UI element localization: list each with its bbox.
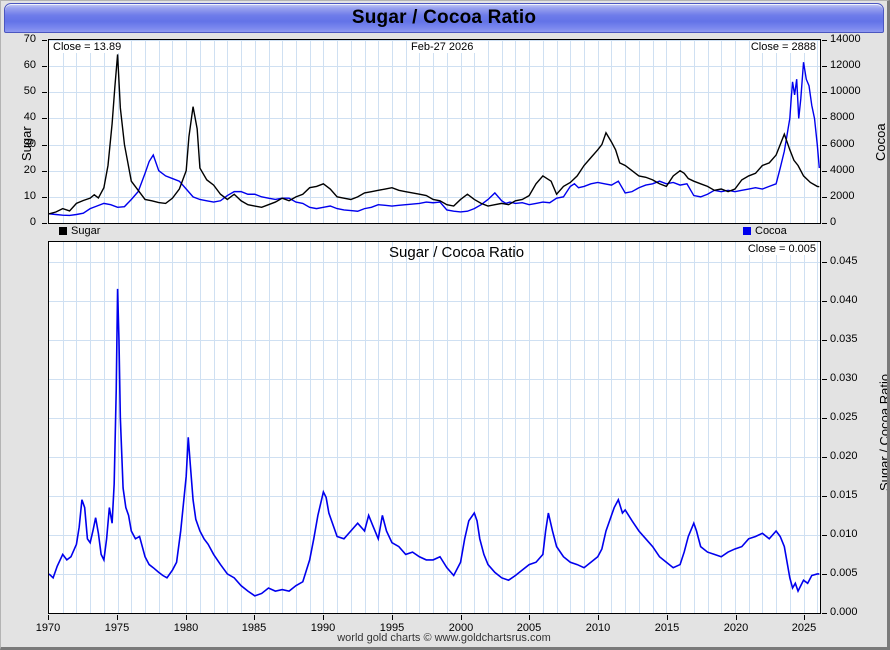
bottom-chart-svg <box>49 242 820 613</box>
top-left-tick-mark <box>42 118 47 119</box>
bottom-x-tick-label: 2000 <box>446 622 476 634</box>
top-right-tick-mark <box>822 66 827 67</box>
legend-cocoa-label: Cocoa <box>755 225 787 237</box>
bottom-x-tick-label: 2020 <box>721 622 751 634</box>
top-left-tick-mark <box>42 92 47 93</box>
top-date-label: Feb-27 2026 <box>409 41 475 53</box>
bottom-right-tick-label: 0.010 <box>830 528 858 540</box>
top-left-tick-mark <box>42 223 47 224</box>
top-left-tick-label: 40 <box>24 111 36 123</box>
top-right-tick-label: 4000 <box>830 164 854 176</box>
bottom-right-tick-mark <box>822 379 827 380</box>
legend-cocoa-swatch <box>743 227 751 235</box>
bottom-right-tick-label: 0.005 <box>830 567 858 579</box>
bottom-x-tick-mark <box>529 615 530 620</box>
top-right-tick-label: 6000 <box>830 138 854 150</box>
bottom-right-tick-mark <box>822 574 827 575</box>
bottom-x-tick-mark <box>323 615 324 620</box>
bottom-right-tick-mark <box>822 613 827 614</box>
top-right-tick-label: 14000 <box>830 33 861 45</box>
top-right-tick-label: 2000 <box>830 190 854 202</box>
bottom-x-tick-label: 1980 <box>171 622 201 634</box>
bottom-x-tick-mark <box>254 615 255 620</box>
top-right-tick-mark <box>822 40 827 41</box>
bottom-chart-plot[interactable]: Sugar / Cocoa Ratio Close = 0.005 <box>48 241 821 614</box>
bottom-x-tick-mark <box>598 615 599 620</box>
legend-sugar-label: Sugar <box>71 225 100 237</box>
top-left-tick-label: 70 <box>24 33 36 45</box>
bottom-x-tick-mark <box>117 615 118 620</box>
bottom-x-tick-label: 2015 <box>652 622 682 634</box>
top-left-tick-label: 10 <box>24 190 36 202</box>
top-right-tick-mark <box>822 223 827 224</box>
top-left-tick-mark <box>42 197 47 198</box>
top-right-tick-label: 10000 <box>830 85 861 97</box>
bottom-right-tick-label: 0.035 <box>830 333 858 345</box>
footer-credit: world gold charts © www.goldchartsrus.co… <box>1 632 887 644</box>
bottom-right-axis-title: Sugar / Cocoa Ratio <box>877 374 890 491</box>
bottom-right-tick-mark <box>822 535 827 536</box>
top-right-tick-label: 8000 <box>830 111 854 123</box>
legend-sugar-swatch <box>59 227 67 235</box>
bottom-x-tick-label: 1995 <box>377 622 407 634</box>
bottom-x-tick-mark <box>461 615 462 620</box>
window-title: Sugar / Cocoa Ratio <box>5 7 883 29</box>
bottom-right-tick-label: 0.040 <box>830 294 858 306</box>
top-right-tick-mark <box>822 118 827 119</box>
top-right-tick-label: 0 <box>830 216 836 228</box>
bottom-x-tick-mark <box>186 615 187 620</box>
bottom-x-tick-label: 1985 <box>239 622 269 634</box>
bottom-right-tick-label: 0.045 <box>830 255 858 267</box>
bottom-x-tick-label: 2025 <box>789 622 819 634</box>
bottom-right-tick-mark <box>822 457 827 458</box>
bottom-x-tick-mark <box>736 615 737 620</box>
top-right-tick-mark <box>822 145 827 146</box>
bottom-right-tick-mark <box>822 418 827 419</box>
bottom-right-tick-label: 0.020 <box>830 450 858 462</box>
top-left-tick-label: 60 <box>24 59 36 71</box>
top-right-tick-label: 12000 <box>830 59 861 71</box>
top-chart-plot[interactable]: Close = 13.89 Close = 2888 Feb-27 2026 <box>48 39 821 224</box>
top-right-tick-mark <box>822 171 827 172</box>
bottom-right-tick-mark <box>822 340 827 341</box>
bottom-x-tick-mark <box>667 615 668 620</box>
top-left-tick-label: 30 <box>24 138 36 150</box>
bottom-x-tick-mark <box>392 615 393 620</box>
bottom-right-tick-label: 0.025 <box>830 411 858 423</box>
bottom-right-tick-mark <box>822 496 827 497</box>
bottom-x-tick-label: 2005 <box>514 622 544 634</box>
bottom-x-tick-label: 1970 <box>33 622 63 634</box>
bottom-right-tick-label: 0.000 <box>830 606 858 618</box>
top-left-tick-label: 50 <box>24 85 36 97</box>
bottom-close-label: Close = 0.005 <box>747 243 817 255</box>
top-right-axis-title: Cocoa <box>873 123 888 161</box>
bottom-x-tick-mark <box>48 615 49 620</box>
top-left-tick-mark <box>42 66 47 67</box>
top-left-tick-mark <box>42 171 47 172</box>
top-right-tick-mark <box>822 92 827 93</box>
chart-window: Sugar / Cocoa Ratio Sugar Cocoa Close = … <box>0 0 890 650</box>
top-left-tick-label: 0 <box>30 216 36 228</box>
bottom-right-tick-label: 0.030 <box>830 372 858 384</box>
bottom-x-tick-mark <box>804 615 805 620</box>
bottom-right-tick-mark <box>822 301 827 302</box>
bottom-chart-title: Sugar / Cocoa Ratio <box>389 244 524 261</box>
bottom-right-tick-mark <box>822 262 827 263</box>
bottom-x-tick-label: 2010 <box>583 622 613 634</box>
top-right-close-label: Close = 2888 <box>750 41 817 53</box>
top-chart-svg <box>49 40 820 223</box>
bottom-x-tick-label: 1975 <box>102 622 132 634</box>
top-left-tick-mark <box>42 40 47 41</box>
legend-cocoa: Cocoa <box>743 225 787 237</box>
legend-sugar: Sugar <box>59 225 100 237</box>
top-left-close-label: Close = 13.89 <box>52 41 122 53</box>
bottom-right-tick-label: 0.015 <box>830 489 858 501</box>
top-left-tick-mark <box>42 145 47 146</box>
window-title-bar: Sugar / Cocoa Ratio <box>4 3 884 33</box>
top-right-tick-mark <box>822 197 827 198</box>
top-left-tick-label: 20 <box>24 164 36 176</box>
bottom-x-tick-label: 1990 <box>308 622 338 634</box>
